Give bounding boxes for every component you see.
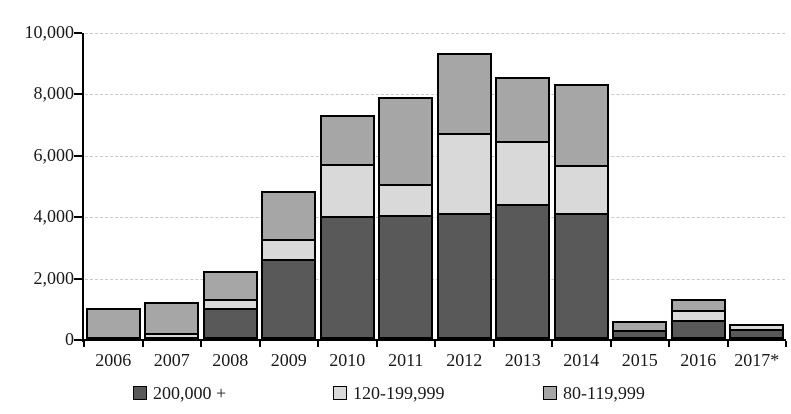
y-axis-tick-label: 4,000	[33, 206, 75, 227]
legend-label: 200,000 +	[153, 383, 227, 403]
bar-segment-2007-80-119,999	[144, 302, 200, 335]
bar-segment-2011-80-119,999	[378, 97, 434, 186]
x-axis-label-2015: 2015	[621, 350, 658, 370]
x-axis-label-2010: 2010	[329, 350, 366, 370]
bar-segment-2008-80-119,999	[202, 271, 258, 301]
bar-segment-2011-120-199,999	[378, 184, 434, 217]
legend: 200,000 + 120-199,999 80-119,999	[0, 383, 791, 409]
x-axis-label-2009: 2009	[270, 350, 307, 370]
gridline-4,000	[85, 217, 785, 219]
x-axis-tick	[375, 341, 378, 347]
y-axis-tick	[74, 216, 82, 219]
legend-item-120-199,999: 120-199,999	[333, 383, 445, 403]
x-axis-tick	[609, 341, 612, 347]
bar-segment-2006-80-119,999	[85, 308, 141, 339]
bar-group-2006	[84, 308, 143, 339]
gridline-2,000	[85, 278, 785, 280]
x-axis-label-2017*: 2017*	[734, 350, 780, 370]
bar-group-2007	[143, 302, 202, 339]
bar-segment-2012-120-199,999	[436, 133, 492, 215]
y-axis-tick	[74, 277, 82, 280]
x-axis-tick	[434, 341, 436, 347]
y-axis-tick	[74, 339, 82, 341]
y-axis-tick-label: 10,000	[24, 22, 75, 42]
bar-segment-2012-200,000 +	[436, 213, 492, 339]
bar-segment-2007-120-199,999	[144, 333, 200, 339]
y-axis-tick	[74, 154, 82, 157]
y-axis-tick-label: 0	[65, 329, 74, 349]
bar-segment-2014-80-119,999	[553, 84, 609, 167]
gridline-6,000	[85, 155, 785, 157]
bar-segment-2014-200,000 +	[553, 213, 609, 339]
bar-group-2014	[552, 84, 611, 339]
x-axis-tick	[317, 341, 319, 347]
bar-segment-2010-80-119,999	[319, 115, 375, 166]
x-axis-label-2007: 2007	[153, 350, 190, 370]
gridline-8,000	[85, 94, 785, 96]
bar-group-2015	[611, 321, 670, 339]
bar-group-2016	[669, 299, 728, 339]
bar-segment-2010-120-199,999	[319, 164, 375, 218]
bar-group-2009	[260, 191, 319, 339]
legend-swatch-icon	[333, 386, 347, 400]
bar-group-2010	[318, 115, 377, 339]
x-axis-tick	[492, 341, 495, 347]
bar-group-2012	[435, 53, 494, 339]
plot-area	[74, 32, 787, 347]
x-axis-label-2011: 2011	[388, 350, 424, 370]
bar-group-2013	[494, 77, 553, 339]
bar-segment-2009-200,000 +	[261, 259, 317, 339]
x-axis-line	[82, 339, 786, 341]
bar-segment-2012-80-119,999	[436, 53, 492, 135]
y-axis-line	[82, 33, 84, 342]
x-axis-label-2012: 2012	[446, 350, 483, 370]
bar-group-2017*	[728, 324, 787, 339]
bar-segment-2015-200,000 +	[612, 330, 668, 339]
bar-segment-2013-80-119,999	[495, 77, 551, 143]
legend-swatch-icon	[543, 386, 557, 400]
y-axis-tick	[74, 32, 82, 34]
x-axis-label-2016: 2016	[680, 350, 717, 370]
bar-group-2011	[377, 97, 436, 339]
bar-segment-2009-80-119,999	[261, 191, 317, 241]
y-axis-tick-label: 6,000	[33, 144, 75, 165]
bar-segment-2013-120-199,999	[495, 141, 551, 206]
bar-segment-2008-200,000 +	[202, 308, 258, 339]
legend-item-80-119,999: 80-119,999	[543, 383, 645, 403]
x-axis-label-2006: 2006	[95, 350, 132, 370]
x-axis-tick	[551, 341, 553, 347]
legend-swatch-icon	[133, 386, 147, 400]
bar-group-2008	[201, 271, 260, 339]
x-axis-tick	[200, 341, 202, 347]
gridline-10,000	[85, 33, 785, 34]
y-axis-tick-label: 2,000	[33, 267, 75, 288]
bar-segment-2011-200,000 +	[378, 215, 434, 339]
bar-segment-2013-200,000 +	[495, 204, 551, 339]
x-axis-label-2014: 2014	[563, 350, 600, 370]
y-axis-tick	[74, 93, 82, 96]
legend-label: 80-119,999	[563, 383, 645, 403]
x-axis-label-2008: 2008	[212, 350, 249, 370]
x-axis-tick	[726, 341, 729, 347]
y-axis-tick-label: 8,000	[33, 83, 75, 104]
x-axis-tick	[668, 341, 670, 347]
legend-label: 120-199,999	[353, 383, 445, 403]
bar-segment-2017*-200,000 +	[729, 329, 785, 339]
x-axis-label-2013: 2013	[504, 350, 541, 370]
x-axis-tick	[258, 341, 261, 347]
bar-segment-2009-120-199,999	[261, 239, 317, 261]
x-axis-tick	[83, 341, 85, 347]
bar-segment-2016-200,000 +	[670, 320, 726, 339]
x-axis-tick	[785, 341, 787, 347]
bar-segment-2010-200,000 +	[319, 216, 375, 339]
legend-item-200,000 +: 200,000 +	[133, 383, 226, 403]
bar-segment-2014-120-199,999	[553, 165, 609, 215]
x-axis-tick	[141, 341, 144, 347]
